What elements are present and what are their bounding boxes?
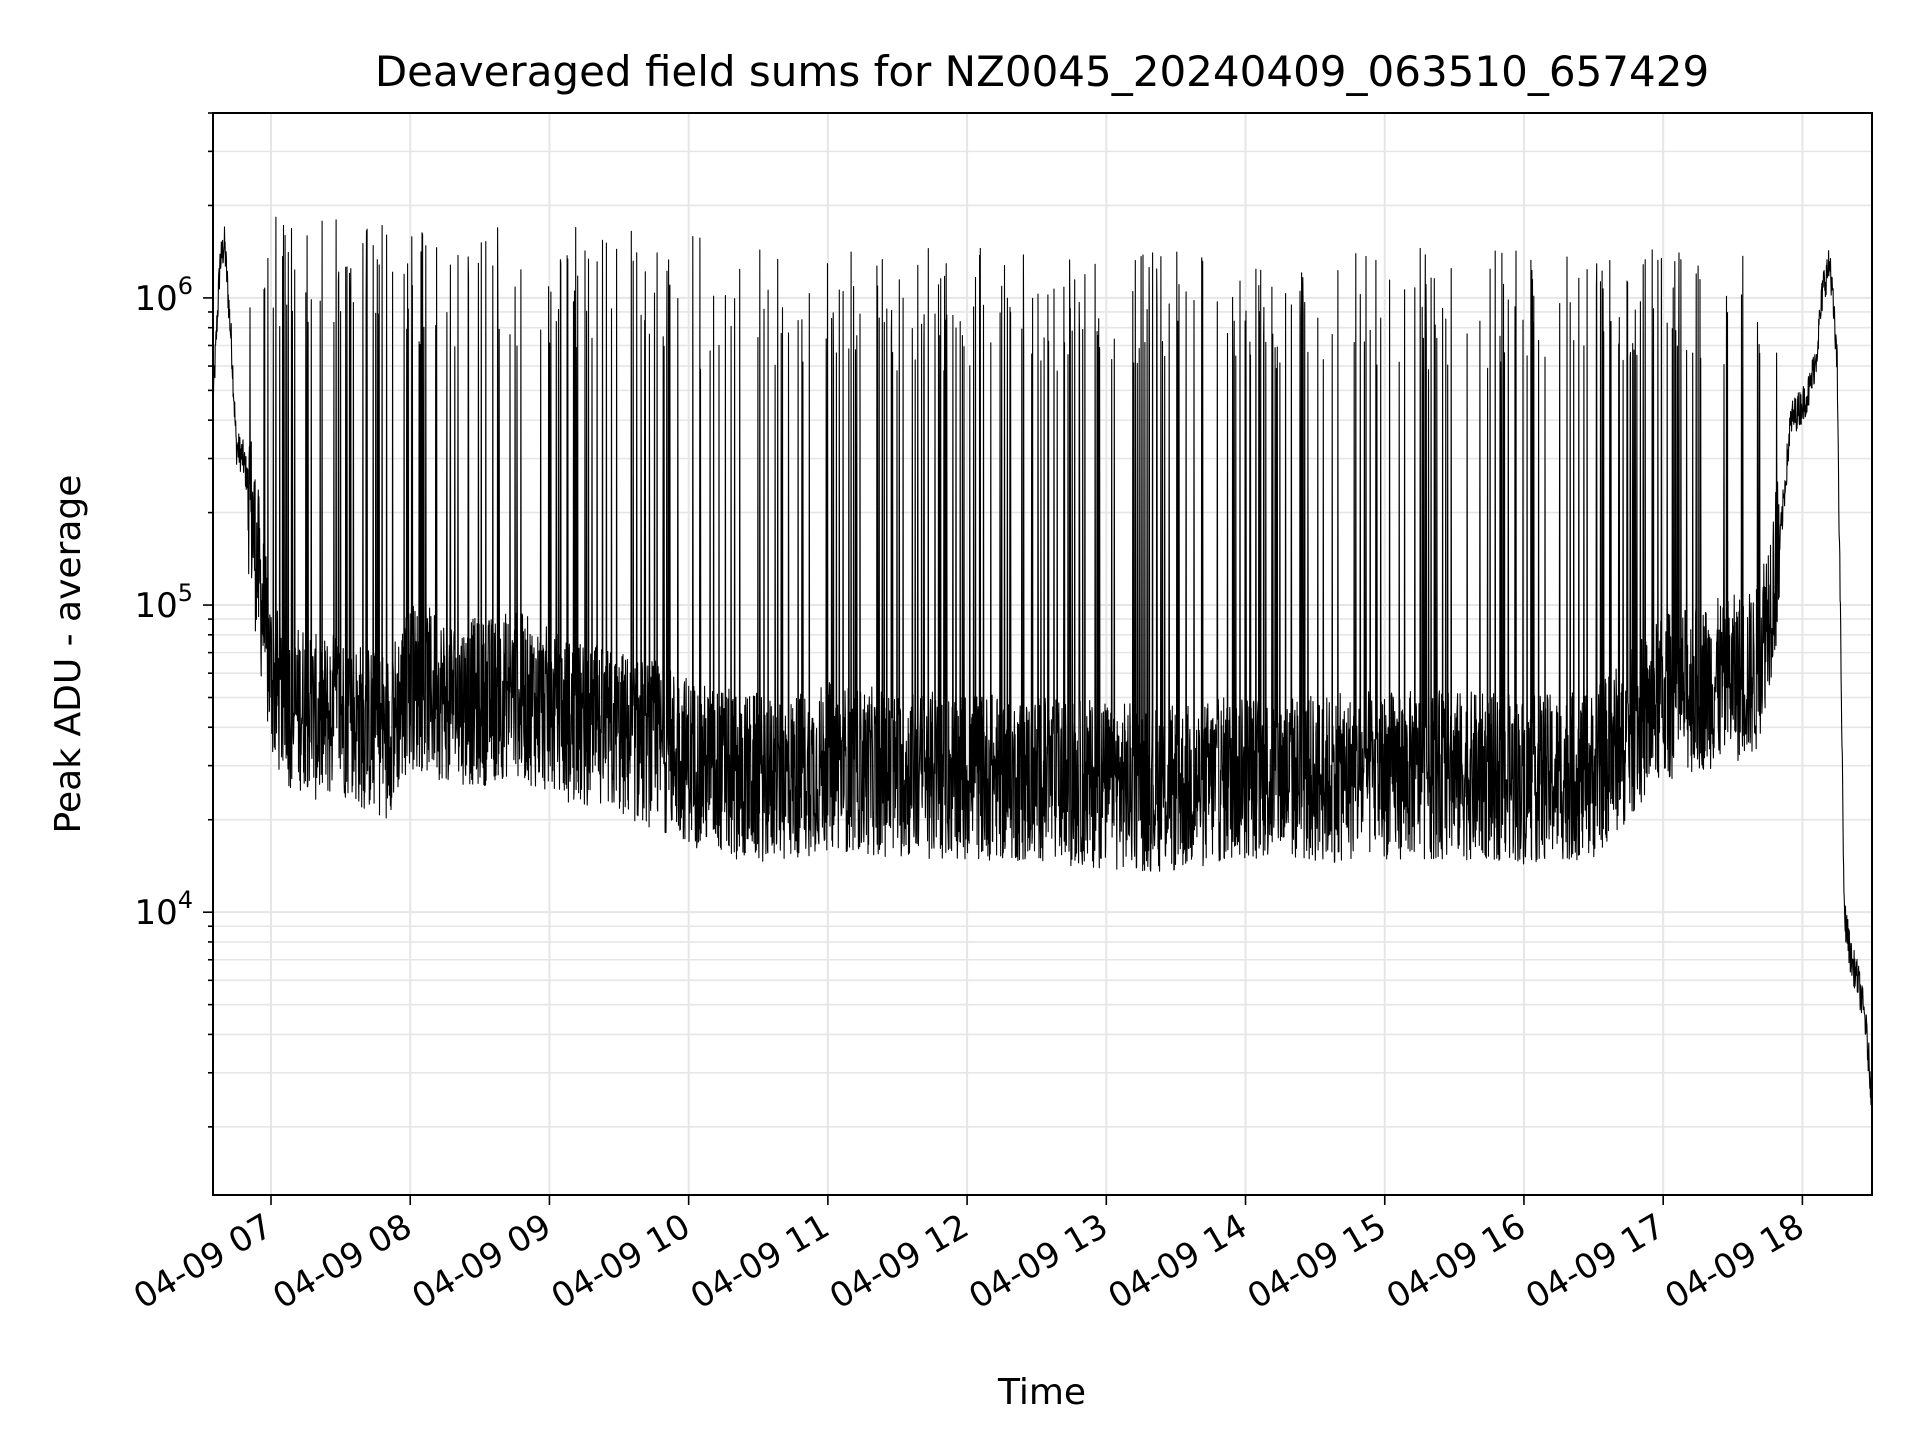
y-axis-label: Peak ADU - average: [48, 475, 89, 834]
x-axis-label: Time: [997, 1372, 1086, 1413]
y-tick-exponent: 5: [178, 579, 193, 607]
series-layer: [212, 216, 1873, 1109]
y-tick-label: 104: [134, 886, 193, 933]
y-tick-exponent: 6: [178, 272, 193, 300]
y-tick-base: 10: [134, 279, 177, 319]
y-tick-base: 10: [134, 586, 177, 626]
y-tick-exponent: 4: [178, 886, 193, 914]
y-tick-label: 105: [134, 579, 193, 626]
series-line: [212, 216, 1873, 1109]
y-tick-base: 10: [134, 893, 177, 933]
y-tick-label: 106: [134, 272, 193, 319]
chart-title: Deaveraged field sums for NZ0045_2024040…: [375, 47, 1709, 96]
plot-frame: [212, 112, 1873, 1196]
